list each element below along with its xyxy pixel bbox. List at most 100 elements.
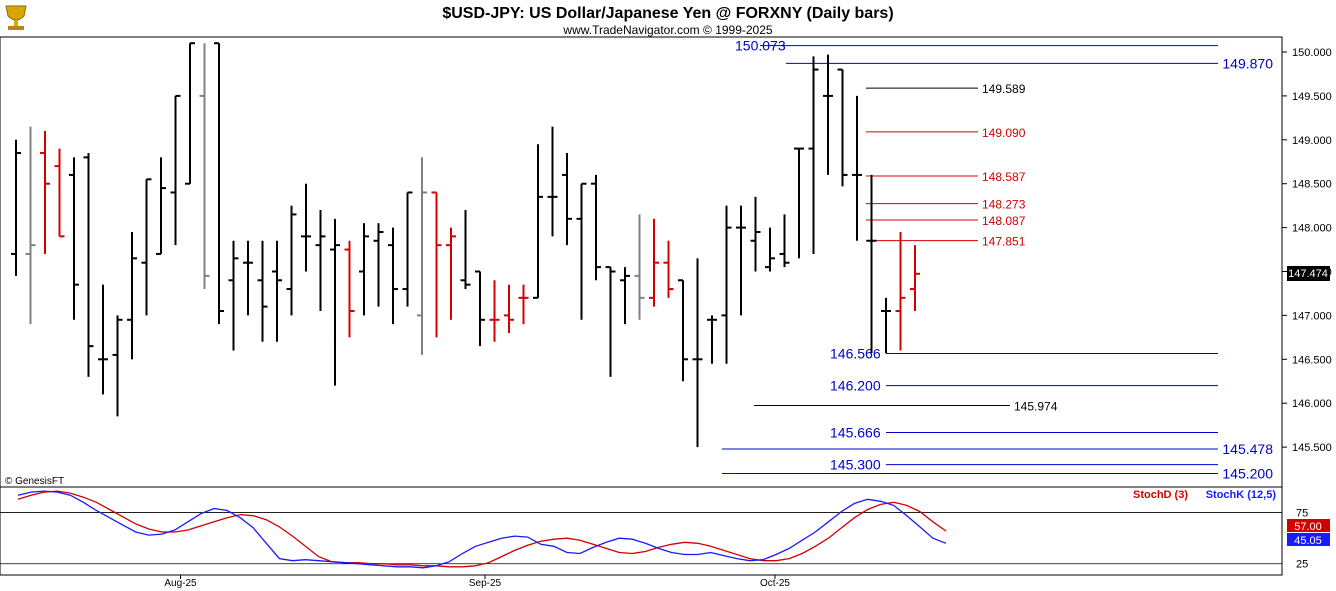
ohlc-bar <box>83 152 94 377</box>
level-label: 145.478 <box>1222 441 1273 457</box>
ohlc-bar <box>518 284 529 325</box>
y-tick-label: 149.500 <box>1292 91 1332 103</box>
y-tick-label: 149.000 <box>1292 135 1332 147</box>
level-label: 150.073 <box>735 38 786 54</box>
ohlc-bar <box>388 227 398 325</box>
ohlc-bar <box>750 196 761 272</box>
ohlc-bar <box>634 214 645 320</box>
stoch-series <box>17 490 947 569</box>
ohlc-bar <box>344 240 355 338</box>
ohlc-bar <box>866 174 877 354</box>
ohlc-bar <box>779 214 790 268</box>
ohlc-bar <box>475 270 485 347</box>
last-price-label: 147.474 <box>1288 268 1328 280</box>
ohlc-bar <box>794 147 804 259</box>
ohlc-bar <box>286 205 297 316</box>
level-lines: 150.073 149.870 149.589 149.090 148.587 148.2… <box>722 38 1273 481</box>
stochk-last-label: 45.05 <box>1294 535 1322 547</box>
ohlc-bar <box>199 43 210 290</box>
ohlc-bar <box>214 42 224 325</box>
x-tick-label: Sep-25 <box>469 578 502 589</box>
y-tick-label: 148.500 <box>1292 179 1332 191</box>
level-label: 146.566 <box>830 346 881 362</box>
y-tick-label: 148.000 <box>1292 223 1332 235</box>
stoch-panel <box>0 486 1283 576</box>
ohlc-bar <box>446 227 456 320</box>
price-panel <box>0 36 1283 488</box>
ohlc-bar <box>562 152 572 246</box>
ohlc-bar <box>605 266 616 377</box>
ohlc-bar <box>852 95 862 241</box>
ohlc-bar <box>823 54 833 175</box>
last-price-marker: 147.474 <box>1287 266 1330 281</box>
ohlc-bar <box>765 227 775 272</box>
ohlc-bar <box>11 139 21 276</box>
ohlc-bar <box>489 280 500 342</box>
ohlc-bar <box>69 157 79 320</box>
ohlc-bar <box>620 267 630 325</box>
y-tick-label: 145.500 <box>1292 442 1332 454</box>
legend-stochk: StochK (12,5) <box>1206 489 1277 501</box>
x-axis: Aug-25 Sep-25 Oct-25 <box>164 575 790 589</box>
ohlc-bar <box>40 131 50 254</box>
level-label: 149.589 <box>982 82 1026 96</box>
ohlc-bar <box>881 297 891 354</box>
ohlc-bar <box>678 279 688 382</box>
level-label: 145.200 <box>1222 465 1273 481</box>
ohlc-bar <box>547 126 558 237</box>
ohlc-bar <box>417 157 427 355</box>
ohlc-bar <box>895 231 906 351</box>
level-label: 145.300 <box>830 457 881 473</box>
ohlc-bar <box>910 245 920 312</box>
ohlc-bar <box>112 315 123 417</box>
ohlc-bar <box>808 56 819 254</box>
price-axis: 150.000149.500149.000148.500148.000147.5… <box>1282 47 1332 454</box>
stoch-axis: 75 25 <box>0 508 1308 571</box>
stoch-y-tick-label: 75 <box>1296 508 1308 520</box>
stoch-line <box>17 490 947 568</box>
chart-subtitle: www.TradeNavigator.com © 1999-2025 <box>562 23 772 37</box>
ohlc-bar <box>243 240 253 316</box>
ohlc-bar <box>257 240 268 342</box>
ohlc-bar <box>141 178 152 316</box>
ohlc-bar <box>185 42 195 185</box>
level-label: 149.090 <box>982 126 1026 140</box>
level-label: 148.273 <box>982 198 1026 212</box>
ohlc-bar <box>663 240 674 298</box>
ohlc-bar <box>721 205 732 364</box>
ohlc-bar <box>431 191 442 338</box>
ohlc-bar <box>359 223 369 316</box>
stoch-y-tick-label: 25 <box>1296 559 1308 571</box>
y-tick-label: 146.000 <box>1292 398 1332 410</box>
ohlc-bar <box>460 210 471 290</box>
ohlc-bar <box>736 205 746 316</box>
ohlc-bar <box>156 157 166 255</box>
legend-stochd: StochD (3) <box>1133 489 1188 501</box>
ohlc-bar <box>170 94 181 246</box>
ohlc-bar <box>707 315 717 364</box>
ohlc-bar <box>504 284 514 333</box>
ohlc-bar <box>402 191 413 307</box>
chart-title: $USD-JPY: US Dollar/Japanese Yen @ FORXN… <box>442 5 893 22</box>
ohlc-bar <box>591 174 601 281</box>
level-label: 145.974 <box>1014 399 1058 413</box>
ohlc-bar <box>54 148 65 238</box>
level-label: 148.087 <box>982 214 1026 228</box>
trophy-logo-icon <box>5 5 27 30</box>
ohlc-bar <box>98 284 108 395</box>
ohlc-bar <box>373 223 384 307</box>
ohlc-bar <box>692 258 703 448</box>
ohlc-bar <box>272 240 282 342</box>
stochk-last-marker: 45.05 <box>1287 533 1330 547</box>
ohlc-bar <box>315 210 326 312</box>
level-label: 145.666 <box>830 425 881 441</box>
y-tick-label: 147.000 <box>1292 310 1332 322</box>
ohlc-bar <box>127 231 137 360</box>
ohlc-bar <box>649 218 659 307</box>
stochd-last-marker: 57.00 <box>1287 519 1330 533</box>
stoch-line <box>17 490 947 569</box>
ohlc-bar <box>837 68 848 187</box>
y-tick-label: 150.000 <box>1292 47 1332 59</box>
